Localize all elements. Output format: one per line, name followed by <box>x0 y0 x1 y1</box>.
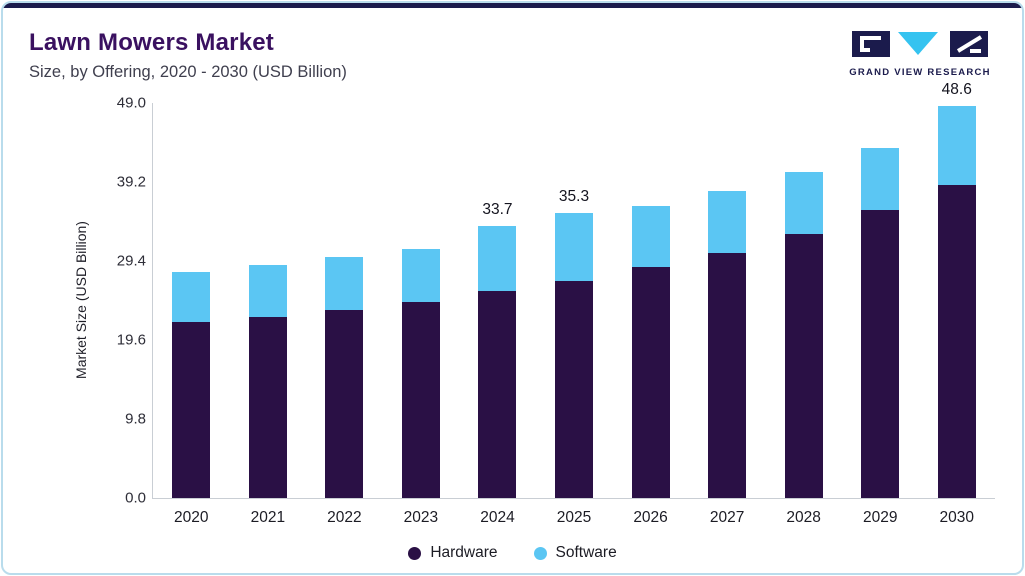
bar-group-2029: 2029 <box>842 103 919 526</box>
x-tick-label: 2028 <box>786 509 821 526</box>
stacked-bar <box>861 148 900 498</box>
bar-group-2021: 2021 <box>230 103 307 526</box>
bar-group-2027: 2027 <box>689 103 766 526</box>
legend-item-software: Software <box>533 544 617 562</box>
bar-group-2023: 2023 <box>383 103 460 526</box>
bar-segment-software <box>861 148 900 211</box>
legend-label: Hardware <box>430 544 498 561</box>
bar-segment-software <box>708 190 747 253</box>
bar-segment-hardware <box>631 267 670 498</box>
x-tick-label: 2025 <box>556 509 592 526</box>
stacked-bar <box>784 172 823 498</box>
bar-segment-software <box>937 106 976 186</box>
stacked-bar <box>478 226 517 498</box>
bar-segment-hardware <box>478 290 517 498</box>
bar-segment-hardware <box>325 310 364 498</box>
stacked-bar <box>937 106 976 498</box>
x-tick-label: 2030 <box>939 509 974 526</box>
x-tick-label: 2027 <box>709 509 745 526</box>
bar-segment-hardware <box>784 233 823 498</box>
page-subtitle: Size, by Offering, 2020 - 2030 (USD Bill… <box>29 63 347 81</box>
x-tick-label: 2026 <box>633 509 668 526</box>
chart-header: Lawn Mowers Market Size, by Offering, 20… <box>29 29 347 82</box>
y-tick-label: 9.8 <box>125 410 146 428</box>
y-tick-label: 19.6 <box>116 331 146 349</box>
bar-group-2020: 2020 <box>153 103 230 526</box>
top-accent-bar <box>3 3 1022 8</box>
stacked-bar <box>325 256 364 498</box>
y-axis-ticks: 0.0 9.8 19.6 29.4 39.2 49.0 <box>98 95 146 507</box>
stacked-bar <box>401 248 440 498</box>
x-tick-label: 2020 <box>174 509 209 526</box>
x-tick-label: 2029 <box>862 509 898 526</box>
bar-segment-hardware <box>401 302 440 498</box>
bar-segment-software <box>401 248 440 303</box>
stacked-bar <box>172 272 211 498</box>
y-axis-title: Market Size (USD Billion) <box>73 221 89 379</box>
x-tick-label: 2022 <box>327 509 362 526</box>
stacked-bar <box>708 190 747 498</box>
bar-value-label: 35.3 <box>558 188 590 206</box>
bar-segment-software <box>478 226 517 291</box>
x-tick-label: 2024 <box>480 509 515 526</box>
page-title: Lawn Mowers Market <box>29 29 274 56</box>
bar-segment-software <box>172 272 211 323</box>
bar-group-2024: 33.7 2024 <box>459 103 536 526</box>
chart-legend: Hardware Software <box>3 544 1022 562</box>
legend-dot-software <box>533 546 547 560</box>
stacked-bar <box>555 213 593 498</box>
bar-segment-software <box>631 206 670 268</box>
legend-label: Software <box>555 544 617 561</box>
y-tick-label: 29.4 <box>116 252 146 270</box>
bar-segment-hardware <box>248 316 287 498</box>
bar-value-label: 33.7 <box>482 201 513 219</box>
bar-segment-hardware <box>708 252 747 498</box>
bar-segment-hardware <box>172 322 211 498</box>
x-tick-label: 2021 <box>250 509 286 526</box>
bar-group-2022: 2022 <box>306 103 383 526</box>
y-tick-label: 0.0 <box>125 489 146 507</box>
bar-segment-software <box>248 265 287 317</box>
bar-group-2026: 2026 <box>612 103 689 526</box>
y-axis-line <box>152 103 153 498</box>
bar-group-2030: 48.6 2030 <box>918 81 995 526</box>
brand-logo-text: GRAND VIEW RESEARCH <box>849 67 991 78</box>
bar-segment-software <box>325 256 364 311</box>
brand-logo-icon <box>852 31 988 57</box>
bars-container: 2020 2021 2022 2023 33.7 2024 35.3 2025 2026 2027… <box>153 81 995 526</box>
y-tick-label: 49.0 <box>116 94 146 112</box>
x-axis-line <box>152 498 995 499</box>
brand-logo: GRAND VIEW RESEARCH <box>846 29 994 78</box>
stacked-bar <box>248 265 287 498</box>
bar-segment-hardware <box>937 185 976 498</box>
stacked-bar <box>631 206 670 498</box>
bar-group-2028: 2028 <box>765 103 842 526</box>
legend-dot-hardware <box>408 546 422 560</box>
y-tick-label: 39.2 <box>116 173 146 191</box>
bar-segment-hardware <box>555 281 593 498</box>
bar-segment-software <box>555 213 593 282</box>
x-tick-label: 2023 <box>403 509 439 526</box>
bar-segment-hardware <box>861 210 900 498</box>
plot-area: 2020 2021 2022 2023 33.7 2024 35.3 2025 2026 2027… <box>152 81 995 526</box>
bar-value-label: 48.6 <box>941 81 972 99</box>
bar-segment-software <box>784 172 823 234</box>
legend-item-hardware: Hardware <box>408 544 498 562</box>
bar-group-2025: 35.3 2025 <box>536 103 613 526</box>
